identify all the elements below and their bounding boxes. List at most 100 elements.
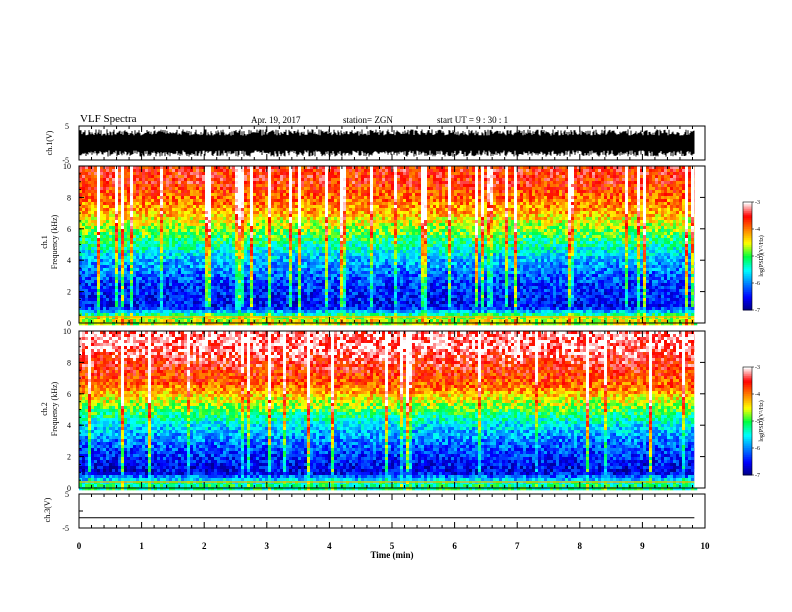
cbar2-segment: [743, 422, 752, 426]
ch3-wave-ylabel: ch.3(V): [43, 497, 52, 522]
ch1-waveform-panel: 5 -5: [62, 122, 706, 165]
cbar2-segment: [743, 462, 752, 465]
cbar2-segment: [743, 408, 752, 411]
cbar1-segment: [743, 295, 752, 298]
cbar1-segment: [743, 274, 752, 277]
xtick-label: 2: [202, 541, 207, 551]
cbar2-segment: [743, 451, 752, 454]
xtick-label: 1: [139, 541, 144, 551]
cbar1-segment: [743, 229, 752, 232]
cbar1-segment: [743, 256, 752, 259]
cbar2-segment: [743, 392, 752, 395]
cbar2-segment: [743, 368, 752, 372]
ch3-ytick-label: 5: [65, 490, 69, 499]
cbar2-segment: [743, 449, 752, 453]
ch3-ytick-label: -5: [62, 524, 69, 533]
cbar2-segment: [743, 388, 752, 391]
cbar1-segment: [743, 254, 752, 257]
spec1-ytick-label: 4: [67, 256, 71, 265]
cbar1-segment: [743, 239, 752, 243]
cbar1-segment: [743, 214, 752, 217]
cbar1-segment: [743, 232, 752, 235]
cbar1-segment: [743, 236, 752, 239]
cbar1-segment: [743, 221, 752, 225]
cbar2-segment: [743, 410, 752, 413]
cbar1-segment: [743, 306, 752, 309]
cbar2-segment: [743, 401, 752, 404]
spec1-ytick-label: 2: [67, 288, 71, 297]
cbar1-segment: [743, 286, 752, 289]
ch2-spectrogram-panel: 0 2 4 6 8 10: [63, 327, 706, 493]
spec1-ytick-label: 0: [67, 319, 71, 328]
spec2-ytick-label: 6: [67, 390, 71, 399]
cbar1-segment: [743, 207, 752, 210]
cbar2-segment: [743, 469, 752, 472]
date-label: Apr. 19, 2017: [251, 115, 301, 125]
figure-title: VLF Spectra: [80, 113, 137, 125]
cbar1-tick-label: -5: [755, 254, 760, 260]
cbar1-segment: [743, 225, 752, 228]
cbar1-segment: [743, 288, 752, 291]
cbar1-segment: [743, 283, 752, 286]
cbar2-segment: [743, 397, 752, 400]
cbar2-segment: [743, 453, 752, 456]
colorbar2-label: log(PSD)(V²/Hz): [758, 400, 765, 441]
cbar2-segment: [743, 433, 752, 436]
station-label: station= ZGN: [343, 115, 393, 125]
cbar2-segment: [743, 390, 752, 393]
ch2-spec-ylabel-freq: Frequency (kHz): [50, 381, 59, 436]
cbar1-segment: [743, 265, 752, 268]
cbar2-segment: [743, 381, 752, 384]
cbar2-segment: [743, 431, 752, 435]
spec1-ytick-label: 10: [63, 162, 71, 171]
cbar2-segment: [743, 424, 752, 427]
cbar2-segment: [743, 394, 752, 397]
cbar1-segment: [743, 270, 752, 273]
xtick-label: 3: [265, 541, 270, 551]
cbar2-segment: [743, 367, 752, 370]
cbar2-segment: [743, 426, 752, 429]
xtick-label: 8: [578, 541, 583, 551]
cbar1-segment: [743, 261, 752, 264]
cbar1-segment: [743, 202, 752, 205]
cbar1-segment: [743, 218, 752, 221]
cbar1-segment: [743, 234, 752, 237]
cbar1-segment: [743, 243, 752, 246]
cbar2-segment: [743, 385, 752, 388]
xtick-label: 10: [701, 541, 711, 551]
cbar1-segment: [743, 227, 752, 230]
cbar1-segment: [743, 284, 752, 288]
ch1-ytick-label: 5: [65, 122, 69, 131]
xtick-label: 9: [640, 541, 645, 551]
cbar1-segment: [743, 216, 752, 219]
cbar2-segment: [743, 403, 752, 406]
cbar2-segment: [743, 419, 752, 422]
colorbar-ch2: -3 -4 -5 -6 -7: [742, 365, 760, 479]
cbar2-tick-label: -6: [755, 446, 760, 452]
spec2-ytick-label: 0: [67, 484, 71, 493]
cbar2-segment: [743, 379, 752, 382]
cbar1-segment: [743, 308, 752, 311]
cbar1-segment: [743, 290, 752, 293]
cbar2-segment: [743, 446, 752, 449]
spec1-blank: [694, 166, 705, 323]
cbar1-segment: [743, 248, 752, 252]
x-axis-label: Time (min): [370, 550, 413, 560]
cbar1-tick-label: -3: [755, 200, 760, 206]
cbar1-segment: [743, 272, 752, 275]
spec2-ytick-label: 8: [67, 358, 71, 367]
cbar2-segment: [743, 467, 752, 471]
cbar2-segment: [743, 430, 752, 433]
cbar2-segment: [743, 412, 752, 415]
cbar2-segment: [743, 458, 752, 462]
ch1-waveform-trace: [78, 129, 695, 157]
cbar2-segment: [743, 374, 752, 377]
ch1-spec-ylabel-freq: Frequency (kHz): [50, 214, 59, 269]
cbar1-segment: [743, 275, 752, 279]
axes-ticks: 0 1 2 3 4 5 6 7 8 9 10: [77, 126, 710, 551]
cbar2-tick-label: -7: [755, 473, 760, 479]
cbar2-segment: [743, 372, 752, 375]
spec1-cells: [79, 166, 698, 326]
cbar1-segment: [743, 250, 752, 253]
start-time-label: start UT = 9 : 30 : 1: [437, 115, 508, 125]
